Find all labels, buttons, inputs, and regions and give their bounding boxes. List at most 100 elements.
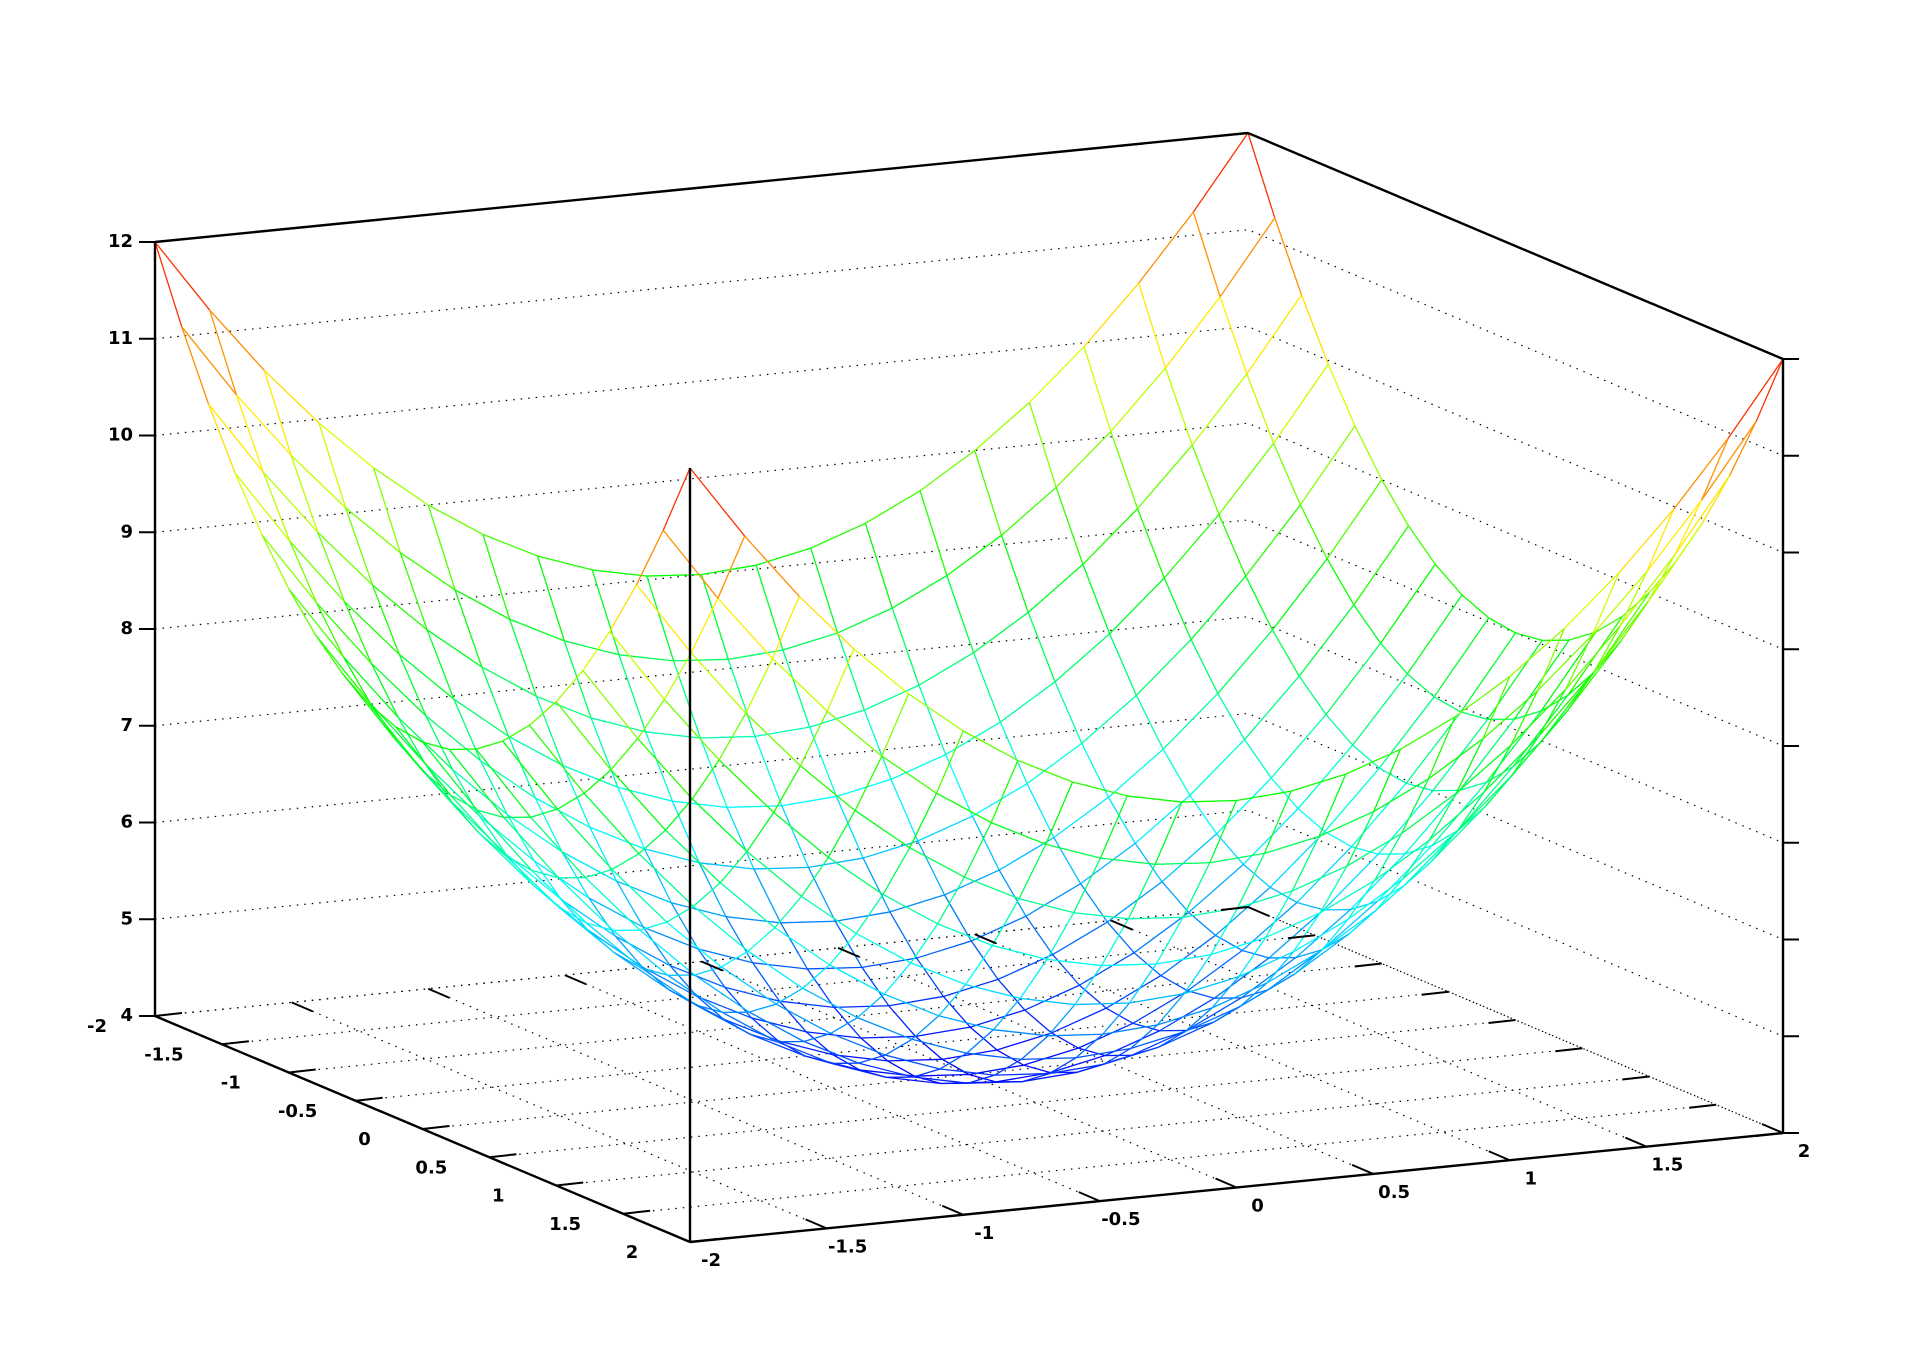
mesh-segment [720, 966, 777, 1005]
mesh-segment [427, 504, 484, 535]
mesh-segment [883, 993, 940, 1017]
mesh-segment [1511, 711, 1568, 776]
mesh-segment [1300, 294, 1329, 365]
mesh-segment [475, 740, 503, 750]
x-tick [974, 933, 997, 945]
mesh-segment [888, 995, 944, 1007]
mesh-segment [1083, 346, 1112, 432]
mesh-segment [722, 1011, 778, 1043]
mesh-segment [669, 965, 698, 997]
mesh-segment [938, 984, 967, 1017]
mesh-segment [803, 1032, 831, 1043]
x-tick [564, 974, 587, 986]
mesh-segment [1427, 738, 1484, 780]
mesh-segment [919, 449, 976, 492]
z-grid-line [154, 616, 1784, 844]
mesh-segment [691, 798, 748, 852]
x-tick [1761, 1123, 1784, 1134]
mesh-segment [775, 987, 804, 1005]
mesh-segment [448, 749, 505, 818]
mesh-segment [864, 684, 920, 711]
mesh-segment [781, 805, 810, 868]
y-tick-label: 1.5 [549, 1214, 581, 1235]
surface-mesh [154, 132, 1784, 1085]
mesh-segment [395, 726, 423, 743]
mesh-segment [314, 634, 371, 704]
mesh-segment [753, 866, 809, 870]
mesh-segment [1595, 615, 1623, 633]
mesh-segment [1347, 878, 1404, 920]
mesh-segment [915, 1035, 943, 1060]
mesh-segment [908, 693, 964, 732]
mesh-segment [478, 815, 507, 855]
mesh-segment [425, 715, 482, 762]
mesh-segment [1050, 1054, 1106, 1074]
mesh-segment [154, 241, 211, 311]
mesh-segment [1102, 1024, 1158, 1035]
mesh-segment [750, 1033, 778, 1043]
mesh-segment [798, 595, 855, 650]
mesh-segment [826, 648, 855, 712]
mesh-segment [832, 1054, 888, 1062]
mesh-segment [1190, 575, 1247, 641]
mesh-segment [939, 1068, 995, 1076]
mesh-segment [834, 1005, 889, 1008]
mesh-segment [700, 735, 756, 739]
mesh-segment [1297, 808, 1326, 833]
mesh-segment [665, 798, 693, 831]
mesh-segment [154, 241, 183, 328]
mesh-segment [967, 1074, 995, 1084]
mesh-segment [449, 794, 506, 856]
mesh-segment [973, 611, 1029, 654]
mesh-segment [943, 894, 972, 942]
mesh-segment [1154, 801, 1183, 865]
mesh-segment [263, 370, 292, 456]
mesh-segment [1110, 367, 1166, 432]
mesh-segment [426, 629, 483, 668]
y-tick [623, 1209, 651, 1215]
mesh-segment [696, 995, 725, 1020]
mesh-segment [1294, 950, 1322, 975]
mesh-segment [1701, 437, 1729, 501]
mesh-segment [1320, 918, 1349, 951]
mesh-segment [423, 771, 451, 796]
mesh-segment [342, 656, 399, 718]
mesh-segment [1318, 810, 1374, 837]
mesh-segment [1075, 1033, 1104, 1059]
mesh-segment [422, 741, 450, 751]
mesh-segment [889, 911, 918, 959]
mesh-segment [1054, 633, 1111, 683]
mesh-segment [1102, 1002, 1130, 1035]
mesh-segment [1210, 936, 1266, 956]
mesh-segment [373, 467, 429, 506]
mesh-segment [690, 652, 747, 714]
mesh-segment [646, 573, 702, 577]
mesh-segment [772, 658, 828, 712]
x-tick [1110, 919, 1133, 931]
mesh-segment [1592, 601, 1649, 674]
mesh-segment [368, 703, 425, 773]
mesh-segment [753, 868, 782, 924]
mesh-segment [1566, 672, 1594, 713]
mesh-segment [1402, 839, 1431, 880]
mesh-segment [290, 455, 319, 533]
mesh-segment [999, 721, 1028, 784]
mesh-segment [637, 699, 665, 739]
mesh-segment [317, 531, 373, 586]
mesh-segment [1701, 420, 1757, 501]
mesh-segment [1072, 781, 1128, 797]
mesh-segment [1563, 572, 1620, 629]
mesh-segment [1019, 959, 1048, 999]
mesh-segment [972, 652, 1001, 723]
mesh-segment [1081, 743, 1110, 798]
mesh-segment [909, 847, 965, 878]
mesh-segment [1159, 997, 1215, 1032]
mesh-segment [836, 632, 865, 711]
mesh-segment [1482, 690, 1539, 740]
mesh-segment [1242, 863, 1271, 888]
mesh-segment [917, 815, 973, 842]
mesh-segment [1157, 1007, 1213, 1026]
mesh-segment [638, 829, 666, 855]
mesh-segment [689, 467, 746, 537]
z-tick-label: 4 [120, 1005, 133, 1026]
